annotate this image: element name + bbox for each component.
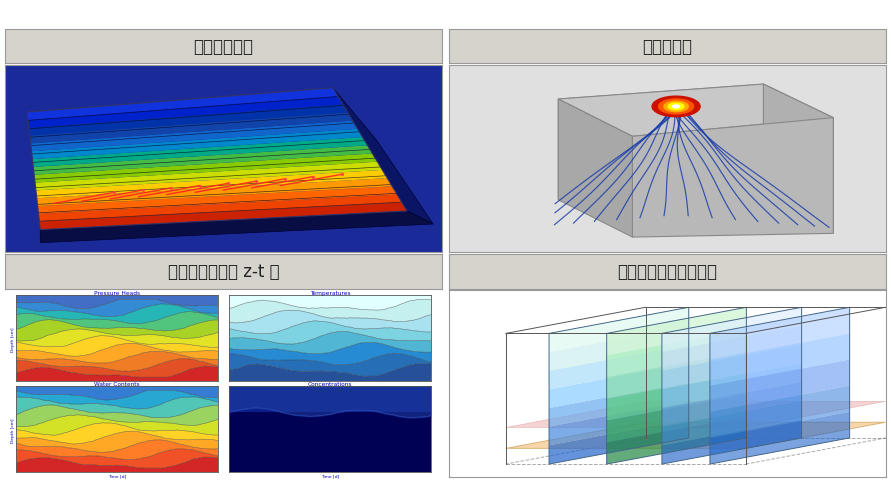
Polygon shape <box>29 105 347 136</box>
Polygon shape <box>31 130 363 160</box>
Polygon shape <box>38 195 402 222</box>
Polygon shape <box>549 345 689 390</box>
Polygon shape <box>28 97 343 129</box>
Polygon shape <box>633 119 833 238</box>
Polygon shape <box>549 326 689 371</box>
Polygon shape <box>607 351 747 399</box>
Polygon shape <box>662 363 802 408</box>
Y-axis label: Depth [cm]: Depth [cm] <box>11 417 15 442</box>
Polygon shape <box>35 162 382 191</box>
Title: Pressure Heads: Pressure Heads <box>94 290 140 295</box>
Polygon shape <box>710 334 850 386</box>
Text: 三维模型结果的切片图: 三维模型结果的切片图 <box>617 263 717 281</box>
Text: 粒子轨迹示踪: 粒子轨迹示踪 <box>193 38 254 56</box>
Polygon shape <box>33 146 372 175</box>
Polygon shape <box>662 308 802 352</box>
Circle shape <box>673 106 680 108</box>
Polygon shape <box>662 326 802 371</box>
X-axis label: Time [d]: Time [d] <box>108 474 127 478</box>
Circle shape <box>668 104 684 110</box>
Polygon shape <box>37 187 397 215</box>
Y-axis label: Depth [cm]: Depth [cm] <box>11 326 15 351</box>
Polygon shape <box>36 170 388 199</box>
Text: 流速流线图: 流速流线图 <box>642 38 692 56</box>
X-axis label: Time [d]: Time [d] <box>321 474 339 478</box>
Polygon shape <box>506 422 886 448</box>
Polygon shape <box>607 395 747 443</box>
Polygon shape <box>710 360 850 412</box>
Polygon shape <box>558 85 833 137</box>
Polygon shape <box>549 363 689 408</box>
Polygon shape <box>549 420 689 464</box>
Polygon shape <box>662 382 802 427</box>
Polygon shape <box>506 401 886 428</box>
Circle shape <box>664 102 689 112</box>
Polygon shape <box>764 85 833 234</box>
Polygon shape <box>710 308 850 360</box>
Polygon shape <box>607 416 747 464</box>
Polygon shape <box>607 373 747 420</box>
Polygon shape <box>28 89 338 120</box>
Polygon shape <box>37 179 392 207</box>
Polygon shape <box>607 308 747 356</box>
Polygon shape <box>558 100 633 238</box>
Polygon shape <box>40 212 433 243</box>
Polygon shape <box>662 345 802 390</box>
Title: Water Contents: Water Contents <box>94 381 140 386</box>
Polygon shape <box>549 308 689 352</box>
Polygon shape <box>34 154 377 183</box>
Polygon shape <box>662 420 802 464</box>
Circle shape <box>658 100 693 115</box>
Polygon shape <box>39 204 407 230</box>
Polygon shape <box>607 329 747 377</box>
Title: Temperatures: Temperatures <box>310 290 350 295</box>
Polygon shape <box>710 386 850 438</box>
Circle shape <box>652 97 700 118</box>
Polygon shape <box>32 138 367 168</box>
Polygon shape <box>549 382 689 427</box>
Title: Concentrations: Concentrations <box>307 381 352 386</box>
Polygon shape <box>662 401 802 445</box>
Polygon shape <box>710 412 850 464</box>
Text: 一维模型结果的 z-t 图: 一维模型结果的 z-t 图 <box>168 263 280 281</box>
Polygon shape <box>333 89 433 225</box>
Polygon shape <box>30 121 357 152</box>
Polygon shape <box>29 113 353 144</box>
Polygon shape <box>549 401 689 445</box>
Bar <box>229 386 431 412</box>
Polygon shape <box>558 85 764 200</box>
